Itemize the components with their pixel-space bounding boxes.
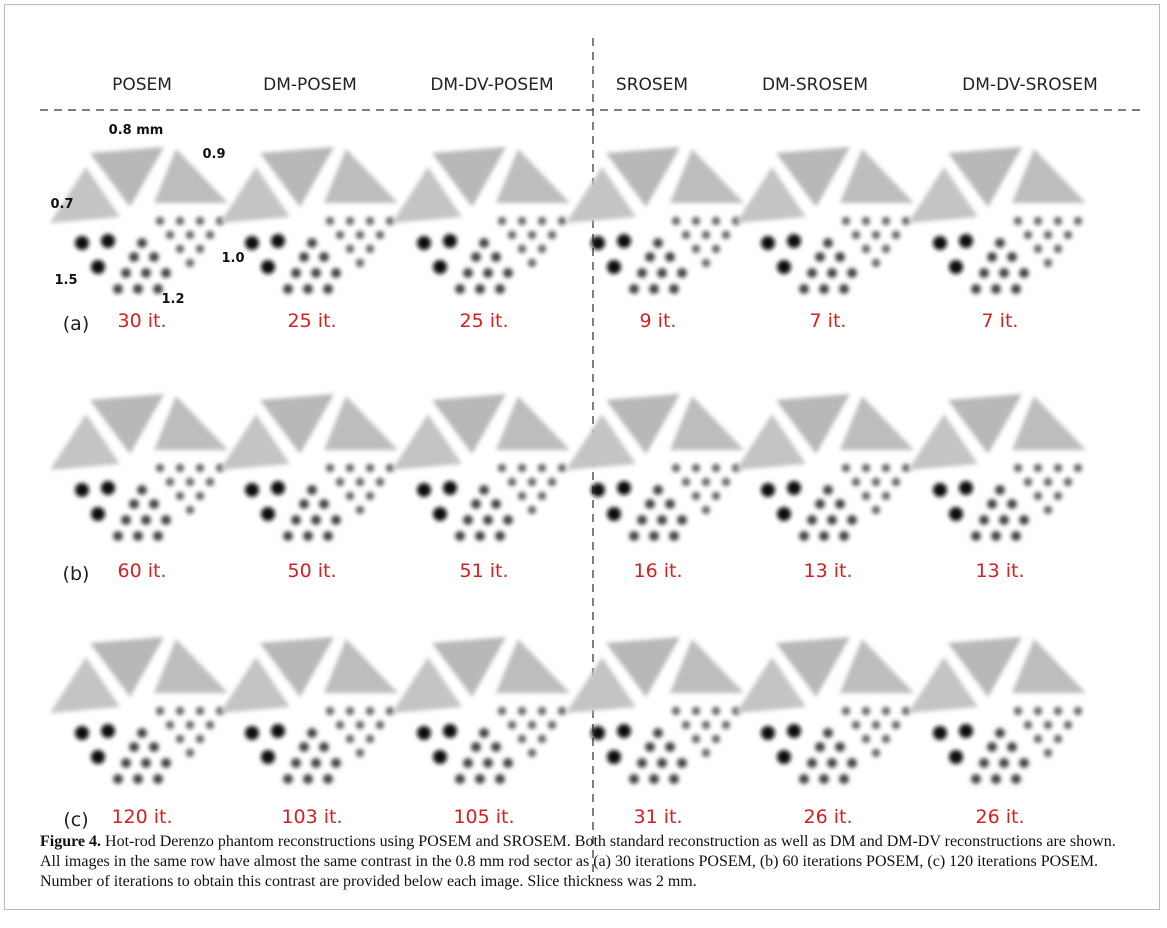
annotation: 1.2 — [161, 292, 184, 307]
iteration-count: 120 it. — [111, 806, 172, 828]
annotation: 1.5 — [54, 273, 77, 288]
annotation: 0.8 mm — [109, 123, 164, 138]
phantom-image — [392, 637, 570, 784]
phantom-image — [50, 147, 228, 294]
column-header: DM-DV-POSEM — [430, 75, 553, 95]
column-header: POSEM — [112, 75, 172, 95]
phantom-image — [50, 394, 228, 541]
iteration-count: 31 it. — [634, 806, 683, 828]
iteration-count: 7 it. — [810, 310, 847, 332]
row-label: (c) — [63, 809, 88, 831]
phantom-image — [736, 394, 914, 541]
phantom-image — [220, 394, 398, 541]
annotation: 0.9 — [202, 147, 225, 162]
iteration-count: 26 it. — [976, 806, 1025, 828]
iteration-count: 13 it. — [976, 560, 1025, 582]
phantom-image — [220, 147, 398, 294]
page: POSEM DM-POSEM DM-DV-POSEM SROSEM DM-SROSEM D… — [0, 0, 1167, 928]
phantom-image — [220, 637, 398, 784]
row-label: (b) — [63, 563, 90, 585]
iteration-count: 13 it. — [804, 560, 853, 582]
iteration-count: 16 it. — [634, 560, 683, 582]
iteration-count: 7 it. — [982, 310, 1019, 332]
phantom-image — [736, 147, 914, 294]
caption-text: Hot-rod Derenzo phantom reconstructions … — [40, 833, 1116, 890]
annotation: 1.0 — [221, 251, 244, 266]
iteration-count: 51 it. — [460, 560, 509, 582]
phantom-image — [908, 637, 1086, 784]
caption: Figure 4. Hot-rod Derenzo phantom recons… — [40, 832, 1125, 892]
iteration-count: 25 it. — [288, 310, 337, 332]
figure: POSEM DM-POSEM DM-DV-POSEM SROSEM DM-SROSEM D… — [0, 0, 1167, 928]
column-header: DM-SROSEM — [762, 75, 868, 95]
phantom-image — [736, 637, 914, 784]
row-label: (a) — [63, 313, 89, 335]
iteration-count: 9 it. — [640, 310, 677, 332]
column-header: DM-POSEM — [263, 75, 357, 95]
caption-label: Figure 4. — [40, 833, 101, 850]
iteration-count: 30 it. — [118, 310, 167, 332]
iteration-count: 105 it. — [453, 806, 514, 828]
phantom-image — [908, 394, 1086, 541]
phantom-image — [908, 147, 1086, 294]
iteration-count: 25 it. — [460, 310, 509, 332]
column-header: DM-DV-SROSEM — [962, 75, 1098, 95]
phantom-image — [392, 394, 570, 541]
column-header: SROSEM — [616, 75, 688, 95]
iteration-count: 103 it. — [281, 806, 342, 828]
phantom-image — [392, 147, 570, 294]
iteration-count: 50 it. — [288, 560, 337, 582]
iteration-count: 60 it. — [118, 560, 167, 582]
phantom-image — [50, 637, 228, 784]
annotation: 0.7 — [50, 197, 73, 212]
iteration-count: 26 it. — [804, 806, 853, 828]
